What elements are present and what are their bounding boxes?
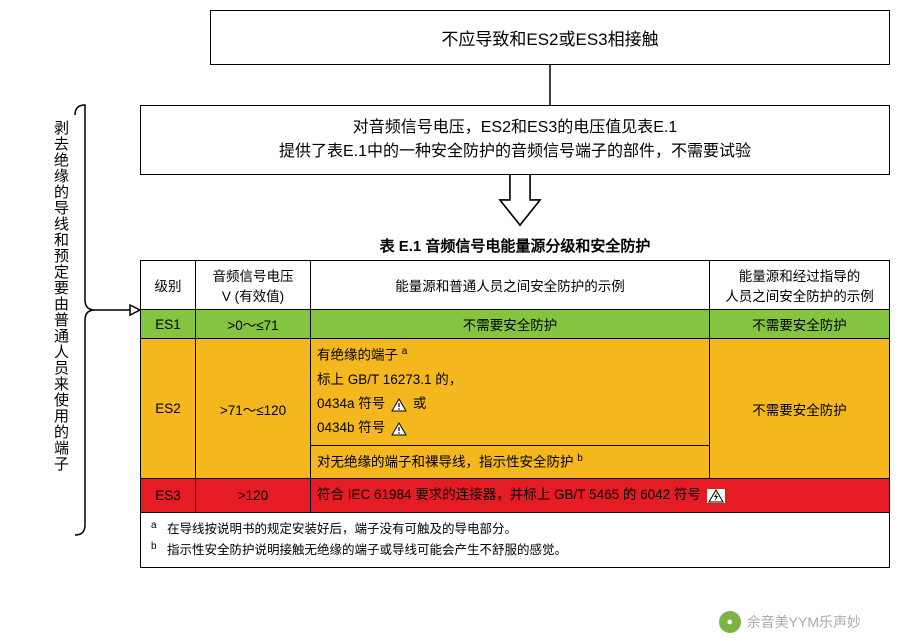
footnote-a-label: a (151, 520, 157, 531)
es3-text: 符合 IEC 61984 要求的连接器，并标上 GB/T 5465 的 6042… (317, 487, 701, 502)
es3-ex-merged: 符合 IEC 61984 要求的连接器，并标上 GB/T 5465 的 6042… (311, 479, 890, 512)
top-statement-text: 不应导致和ES2或ES3相接触 (441, 25, 658, 50)
arrow-down-icon (490, 175, 550, 235)
table-title: 表 E.1 音频信号电能量源分级和安全防护 (140, 235, 890, 256)
es2-ex1-l3b: 或 (413, 396, 427, 411)
mid-statement-box: 对音频信号电压，ES2和ES3的电压值见表E.1 提供了表E.1中的一种安全防护… (140, 105, 890, 175)
table-e1-wrap: 表 E.1 音频信号电能量源分级和安全防护 级别 音频信号电压 V (有效值) … (140, 235, 890, 568)
lightning-warning-icon (707, 489, 725, 503)
table-e1: 级别 音频信号电压 V (有效值) 能量源和普通人员之间安全防护的示例 能量源和… (140, 260, 890, 513)
table-row-es1: ES1 >0～≤71 不需要安全防护 不需要安全防护 (141, 310, 890, 339)
warning-triangle-icon (391, 398, 407, 412)
watermark: ● 余音美YYM乐声妙 (719, 611, 861, 633)
footnote-a: a 在导线按说明书的规定安装好后，端子没有可触及的导电部分。 (151, 518, 879, 539)
footnote-b-label: b (151, 541, 157, 552)
es2-level: ES2 (141, 339, 196, 479)
connector-bracket (75, 105, 145, 535)
es1-ex2: 不需要安全防护 (710, 310, 890, 339)
watermark-text: 余音美YYM乐声妙 (747, 612, 861, 632)
table-row-es2-main: ES2 >71～≤120 有绝缘的端子 a 标上 GB/T 16273.1 的，… (141, 339, 890, 446)
es2-ex1-sub: 对无绝缘的端子和裸导线，指示性安全防护 b (311, 445, 710, 479)
es1-ex1: 不需要安全防护 (311, 310, 710, 339)
header-example-instructed: 能量源和经过指导的 人员之间安全防护的示例 (710, 261, 890, 310)
mid-line1: 对音频信号电压，ES2和ES3的电压值见表E.1 (353, 116, 678, 140)
es1-voltage: >0～≤71 (196, 310, 311, 339)
wechat-icon: ● (719, 611, 741, 633)
es3-level: ES3 (141, 479, 196, 512)
header-voltage-l1: 音频信号电压 (202, 265, 304, 285)
es2-sub-text: 对无绝缘的端子和裸导线，指示性安全防护 (317, 454, 577, 469)
warning-triangle-icon (391, 422, 407, 436)
table-footnotes: a 在导线按说明书的规定安装好后，端子没有可触及的导电部分。 b 指示性安全防护… (140, 513, 890, 568)
es2-voltage: >71～≤120 (196, 339, 311, 479)
connector-top-mid (545, 65, 555, 105)
header-level: 级别 (141, 261, 196, 310)
header-instructed-l2: 人员之间安全防护的示例 (716, 285, 883, 305)
footnote-b: b 指示性安全防护说明接触无绝缘的端子或导线可能会产生不舒服的感觉。 (151, 539, 879, 560)
header-voltage-l2: V (有效值) (202, 285, 304, 305)
es2-ex1-l1: 有绝缘的端子 (317, 348, 402, 363)
es2-ex2: 不需要安全防护 (710, 339, 890, 479)
footnote-b-text: 指示性安全防护说明接触无绝缘的端子或导线可能会产生不舒服的感觉。 (167, 543, 567, 557)
es3-voltage: >120 (196, 479, 311, 512)
es2-sup-b: b (577, 453, 583, 464)
sidebar-vertical-label: 剥去绝缘的导线和预定要由普通人员来使用的端子 (20, 120, 70, 540)
es2-ex1-l2: 标上 GB/T 16273.1 的， (317, 372, 462, 387)
mid-line2: 提供了表E.1中的一种安全防护的音频信号端子的部件，不需要试验 (279, 140, 751, 164)
table-header-row: 级别 音频信号电压 V (有效值) 能量源和普通人员之间安全防护的示例 能量源和… (141, 261, 890, 310)
header-example-ordinary: 能量源和普通人员之间安全防护的示例 (311, 261, 710, 310)
es2-ex1-main: 有绝缘的端子 a 标上 GB/T 16273.1 的， 0434a 符号 或 0… (311, 339, 710, 446)
es1-level: ES1 (141, 310, 196, 339)
header-instructed-l1: 能量源和经过指导的 (716, 265, 883, 285)
top-statement-box: 不应导致和ES2或ES3相接触 (210, 10, 890, 65)
es2-ex1-l4a: 0434b 符号 (317, 420, 385, 435)
header-voltage: 音频信号电压 V (有效值) (196, 261, 311, 310)
es2-ex1-l3a: 0434a 符号 (317, 396, 385, 411)
footnote-a-text: 在导线按说明书的规定安装好后，端子没有可触及的导电部分。 (167, 522, 517, 536)
es2-sup-a: a (402, 346, 408, 357)
table-row-es3: ES3 >120 符合 IEC 61984 要求的连接器，并标上 GB/T 54… (141, 479, 890, 512)
